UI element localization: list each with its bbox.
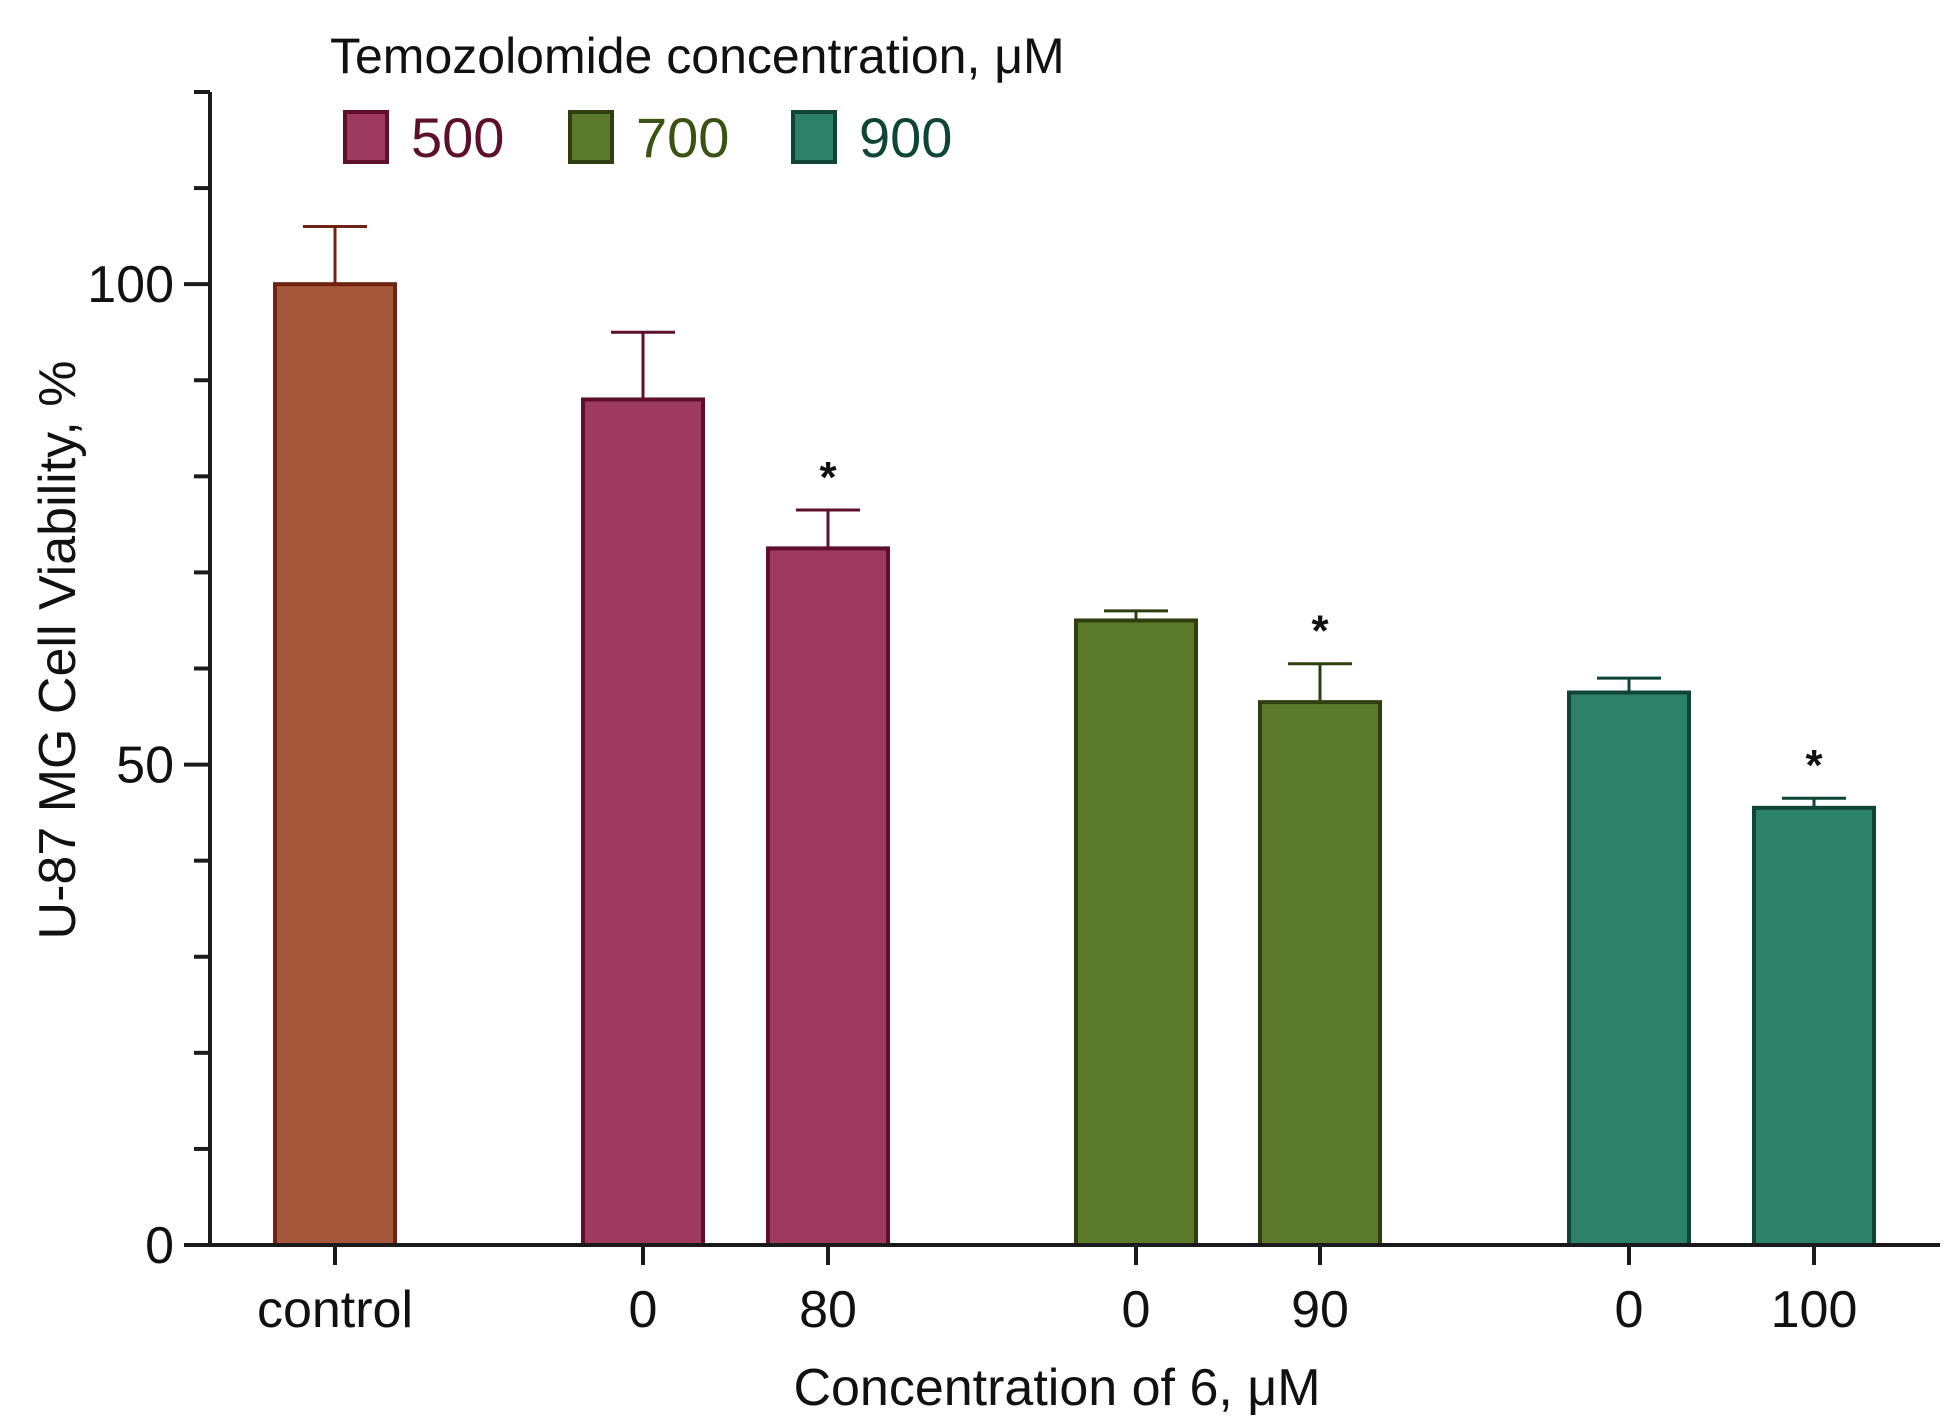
error-bar (611, 330, 675, 400)
x-axis-ticks: control 0 80 0 90 0 100 (257, 1245, 1857, 1339)
x-axis-title: Concentration of 6, μM (793, 1359, 1320, 1417)
error-bar (1288, 662, 1352, 703)
error-bar (1597, 676, 1661, 693)
bar-control-control (273, 282, 397, 1247)
y-tick-label: 100 (87, 256, 174, 314)
bars (273, 282, 1876, 1248)
legend-label: 700 (636, 106, 729, 169)
significance-markers: * * * (819, 453, 1823, 790)
legend: Temozolomide concentration, μM 500 700 900 (330, 28, 1065, 169)
significance-star: * (1805, 741, 1823, 790)
bar-500-0 (581, 397, 705, 1247)
bar-900-100 (1752, 805, 1876, 1248)
legend-entry-700: 700 (568, 106, 729, 169)
significance-star: * (819, 453, 837, 502)
legend-title: Temozolomide concentration, μM (330, 28, 1065, 84)
bar-700-0 (1074, 618, 1198, 1247)
legend-entry-500: 500 (343, 106, 504, 169)
y-axis-ticks: 0 50 100 (87, 90, 210, 1275)
legend-swatch (568, 110, 614, 164)
error-bar (796, 508, 860, 549)
error-bar (303, 225, 367, 285)
legend-label: 900 (859, 106, 952, 169)
bar-900-0 (1567, 690, 1691, 1247)
y-axis-title: U-87 MG Cell Viability, % (29, 361, 87, 940)
x-tick-label: 0 (629, 1281, 658, 1339)
x-tick-label: 90 (1291, 1281, 1349, 1339)
x-tick-label: control (257, 1281, 413, 1339)
legend-label: 500 (411, 106, 504, 169)
legend-entry-900: 900 (791, 106, 952, 169)
x-tick-label: 100 (1771, 1281, 1858, 1339)
x-tick-label: 0 (1615, 1281, 1644, 1339)
error-bar (1104, 609, 1168, 621)
x-tick-label: 80 (799, 1281, 857, 1339)
significance-star: * (1311, 607, 1329, 656)
legend-swatch (343, 110, 389, 164)
y-tick-label: 0 (145, 1217, 174, 1275)
error-bars (303, 225, 1846, 808)
error-bar (1782, 796, 1846, 808)
legend-swatch (791, 110, 837, 164)
bar-500-80 (766, 546, 890, 1247)
y-tick-label: 50 (116, 737, 174, 795)
bar-700-90 (1258, 700, 1382, 1247)
x-tick-label: 0 (1122, 1281, 1151, 1339)
